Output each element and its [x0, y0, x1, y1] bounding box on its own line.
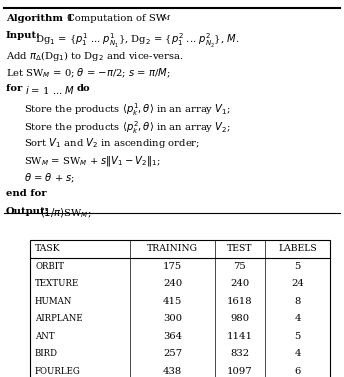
Text: 240: 240 — [230, 279, 250, 288]
Text: $\theta$ = $\theta$ + $s$;: $\theta$ = $\theta$ + $s$; — [24, 172, 75, 185]
Text: TASK: TASK — [35, 244, 61, 253]
Text: 1141: 1141 — [227, 332, 253, 341]
Text: 75: 75 — [234, 262, 246, 271]
Text: 832: 832 — [230, 349, 249, 358]
Text: Store the products $\langle p_k^2, \theta\rangle$ in an array $V_2$;: Store the products $\langle p_k^2, \thet… — [24, 119, 231, 136]
Text: Sort $V_1$ and $V_2$ in ascending order;: Sort $V_1$ and $V_2$ in ascending order; — [24, 136, 200, 150]
Text: TEST: TEST — [227, 244, 253, 253]
Text: 1097: 1097 — [227, 367, 253, 376]
Text: 5: 5 — [294, 332, 301, 341]
Text: Output:: Output: — [6, 207, 49, 216]
Text: for: for — [6, 84, 26, 93]
Bar — [30, 240, 330, 377]
Text: HUMAN: HUMAN — [35, 297, 72, 306]
Text: 4: 4 — [294, 349, 301, 358]
Text: 240: 240 — [163, 279, 182, 288]
Text: Algorithm 1: Algorithm 1 — [6, 14, 74, 23]
Text: Add $\pi_\Delta$(Dg$_1$) to Dg$_2$ and vice-versa.: Add $\pi_\Delta$(Dg$_1$) to Dg$_2$ and v… — [6, 49, 184, 63]
Text: $i$ = 1 ... $M$: $i$ = 1 ... $M$ — [25, 84, 75, 96]
Text: FOURLEG: FOURLEG — [35, 367, 81, 376]
Text: 6: 6 — [294, 367, 301, 376]
Text: TRAINING: TRAINING — [147, 244, 198, 253]
Text: 175: 175 — [163, 262, 182, 271]
Text: 8: 8 — [294, 297, 301, 306]
Text: 415: 415 — [163, 297, 182, 306]
Text: 300: 300 — [163, 314, 182, 323]
Text: ORBIT: ORBIT — [35, 262, 64, 271]
Text: 980: 980 — [230, 314, 249, 323]
Text: Let SW$_M$ = 0; $\theta$ = $-\pi$/2; $s$ = $\pi$/$M$;: Let SW$_M$ = 0; $\theta$ = $-\pi$/2; $s$… — [6, 66, 171, 80]
Text: M: M — [161, 14, 169, 22]
Text: Computation of SW: Computation of SW — [64, 14, 166, 23]
Text: 4: 4 — [294, 314, 301, 323]
Text: 438: 438 — [163, 367, 182, 376]
Text: ANT: ANT — [35, 332, 55, 341]
Text: Input:: Input: — [6, 32, 41, 40]
Text: BIRD: BIRD — [35, 349, 58, 358]
Text: 257: 257 — [163, 349, 182, 358]
Text: Store the products $\langle p_k^1, \theta\rangle$ in an array $V_1$;: Store the products $\langle p_k^1, \thet… — [24, 101, 231, 118]
Text: LABELS: LABELS — [278, 244, 317, 253]
Text: 364: 364 — [163, 332, 182, 341]
Text: 24: 24 — [291, 279, 304, 288]
Text: do: do — [77, 84, 90, 93]
Text: 1618: 1618 — [227, 297, 253, 306]
Text: AIRPLANE: AIRPLANE — [35, 314, 83, 323]
Text: $(1/\pi)$SW$_M$;: $(1/\pi)$SW$_M$; — [40, 207, 92, 220]
Text: SW$_M$ = SW$_M$ + $s\|V_1 - V_2\|_1$;: SW$_M$ = SW$_M$ + $s\|V_1 - V_2\|_1$; — [24, 154, 161, 168]
Text: end for: end for — [6, 189, 47, 198]
Text: Dg$_1$ = {$p_1^1$ ... $p_{N_1}^1$}, Dg$_2$ = {$p_1^2$ ... $p_{N_2}^2$}, $M$.: Dg$_1$ = {$p_1^1$ ... $p_{N_1}^1$}, Dg$_… — [35, 32, 239, 49]
Text: TEXTURE: TEXTURE — [35, 279, 79, 288]
Text: 5: 5 — [294, 262, 301, 271]
